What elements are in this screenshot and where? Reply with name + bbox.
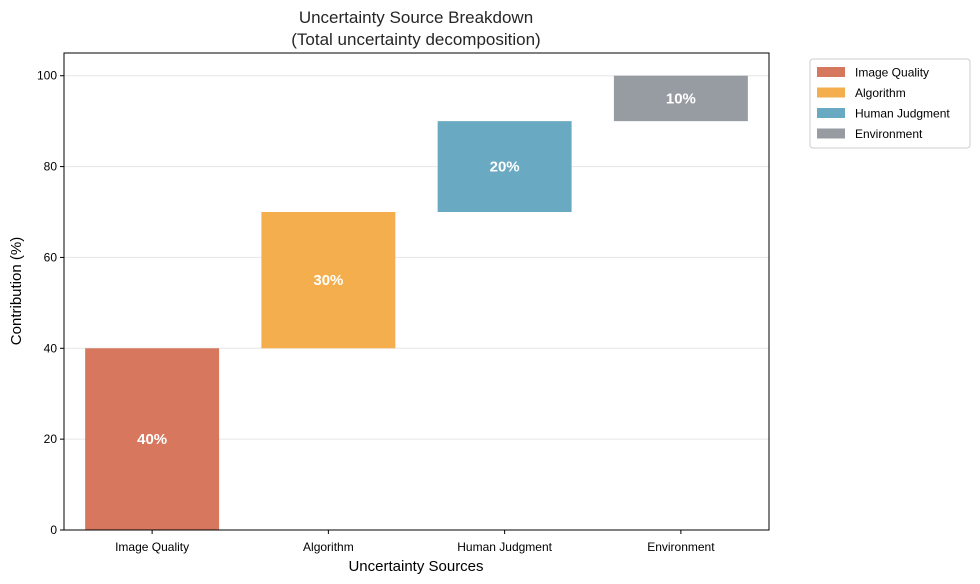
bar-algorithm: [261, 212, 396, 349]
y-axis-label: Contribution (%): [8, 237, 25, 345]
legend-swatch: [817, 67, 845, 77]
y-tick-label: 60: [44, 250, 58, 264]
x-tick-label: Environment: [647, 540, 715, 554]
legend: Image Quality Algorithm Human Judgment Envi…: [809, 58, 971, 149]
legend-entry: Image Quality: [855, 66, 929, 80]
bar-environment: [613, 75, 748, 122]
chart-title: Uncertainty Source Breakdown: [299, 8, 533, 27]
bar-value-label: 20%: [490, 159, 520, 176]
bar-image-quality: [85, 348, 220, 530]
x-tick-label: Human Judgment: [457, 540, 552, 554]
y-axis-ticks: 0 20 40 60 80 100: [37, 69, 64, 537]
legend-swatch: [817, 108, 845, 118]
legend-entry: Environment: [855, 127, 923, 141]
legend-entry: Human Judgment: [855, 107, 950, 121]
legend-frame: [809, 58, 971, 149]
x-tick-label: Algorithm: [303, 540, 354, 554]
chart-subtitle: (Total uncertainty decomposition): [291, 30, 540, 49]
bar-labels: 40% 30% 20% 10%: [137, 90, 696, 448]
bar-value-label: 40%: [137, 431, 167, 448]
y-tick-label: 80: [44, 160, 58, 174]
y-tick-label: 20: [44, 432, 58, 446]
bar-value-label: 10%: [666, 90, 696, 107]
legend-entry: Algorithm: [855, 86, 906, 100]
x-axis-ticks: Image Quality Algorithm Human Judgment Envi…: [115, 530, 715, 554]
y-tick-label: 0: [50, 523, 57, 537]
y-tick-label: 40: [44, 341, 58, 355]
bars: [85, 75, 748, 530]
plot-frame: [63, 52, 770, 531]
x-axis-label: Uncertainty Sources: [348, 558, 483, 575]
legend-swatch: [817, 128, 845, 139]
bar-human-judgment: [437, 121, 572, 212]
x-tick-label: Image Quality: [115, 540, 189, 554]
y-tick-label: 100: [37, 69, 57, 83]
legend-swatch: [817, 87, 845, 98]
bar-value-label: 30%: [313, 272, 343, 289]
